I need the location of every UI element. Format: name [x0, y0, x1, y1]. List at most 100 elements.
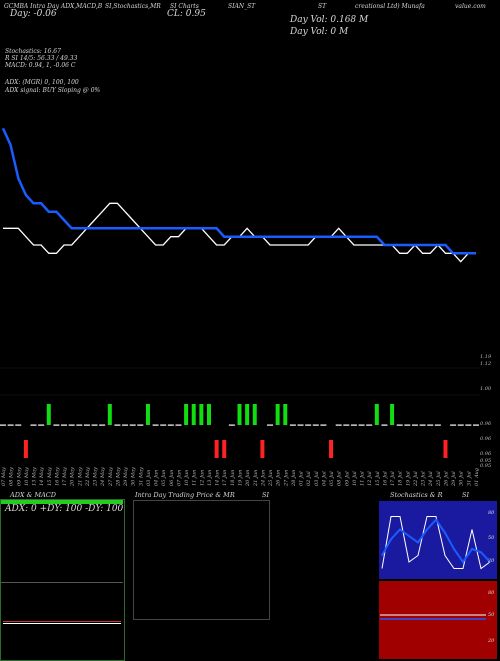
header-top-left: GCMBA Intra Day ADX,MACD,B [4, 3, 103, 10]
volume-bar [473, 424, 479, 426]
volume-bar [167, 424, 174, 426]
x-axis-label: 25 Jul [436, 471, 442, 487]
y-axis-label: 1.19 [480, 354, 492, 360]
volume-bar [267, 424, 274, 426]
adx-top-bar [1, 500, 123, 504]
volume-bar [465, 424, 472, 426]
volume-bar [7, 424, 14, 426]
stoch-d-line [381, 518, 491, 564]
volume-bar [320, 424, 327, 426]
rsi-readout: R SI 14/5: 56.33 / 49.33 [5, 55, 78, 62]
volume-bar [275, 404, 280, 425]
stoch-si-label: SI [462, 491, 470, 499]
x-axis-label: 29 Jul [451, 471, 457, 487]
volume-bar [91, 424, 98, 426]
volume-bar [222, 440, 227, 458]
volume-bar [260, 440, 265, 458]
x-axis-label: 09 Jul [344, 471, 350, 486]
day-close: CL: 0.95 [167, 9, 206, 19]
volume-bar [404, 424, 411, 426]
adx-readout: ADX: (MGR) 0, 100, 100 [5, 79, 79, 86]
x-axis-label: 18 Jun [230, 470, 236, 486]
stoch-panel-title: Stochastics & R [390, 491, 443, 499]
volume-bar [214, 440, 219, 458]
volume-bar [237, 404, 242, 425]
adx-signal-readout: ADX signal: BUY Sloping @ 0% [5, 87, 101, 94]
header-top-right: creationsl Ltd) Munafa [355, 3, 425, 10]
adx-values: ADX: 0 +DY: 100 -DY: 100 [5, 504, 124, 514]
x-axis-label: 11 Jul [360, 471, 366, 486]
volume-bar [252, 404, 257, 425]
volume-bar [419, 424, 426, 426]
volume-bar [283, 404, 288, 425]
x-axis-label: 11 Jun [192, 470, 198, 486]
x-axis-label: 19 Jun [238, 470, 244, 486]
x-axis-label: 16 Jul [383, 471, 389, 486]
x-axis-label: 17 Jun [222, 470, 228, 486]
x-axis-label: 25 Jun [268, 470, 274, 487]
x-axis-label: 15 Jul [375, 471, 381, 486]
volume-bar [390, 404, 395, 425]
x-axis-label: 04 Jul [321, 471, 327, 486]
x-axis-label: 31 Jul [466, 471, 472, 486]
volume-bar [427, 424, 434, 426]
x-axis-label: 03 Jul [314, 471, 320, 486]
volume-bar [329, 440, 334, 458]
x-axis-label: 22 Jul [413, 471, 419, 487]
x-axis-label: 20 May [70, 467, 76, 487]
x-axis-label: 28 Jun [291, 470, 297, 487]
x-axis-label: 12 Jul [367, 471, 373, 486]
intraday-si-label: SI [262, 491, 270, 499]
volume-bar [312, 424, 319, 426]
adx-panel: ADX: 0 +DY: 100 -DY: 100 [0, 499, 125, 661]
x-axis-label: 28 May [115, 467, 121, 487]
price-chart-area [1, 127, 476, 263]
volume-bar [99, 424, 106, 426]
x-axis-label: 30 May [131, 467, 137, 486]
volume-bar [46, 404, 51, 425]
y-axis-label: 0.96 [480, 421, 492, 427]
volume-bar [137, 424, 144, 426]
header-top-mid1: SI,Stochastics,MR [105, 3, 161, 10]
x-axis-label: 02 Jul [306, 471, 312, 486]
x-axis-label: 15 May [47, 467, 53, 486]
x-axis-label: 22 May [85, 467, 91, 487]
x-axis-label: 14 Jun [215, 470, 221, 486]
x-axis-label: 14 May [39, 467, 45, 486]
volume-bar [457, 424, 464, 426]
x-axis-label: 24 Jun [260, 470, 266, 487]
x-axis-label: 08 May [9, 467, 15, 486]
volume-bar [434, 424, 441, 426]
y-axis-label: 1.12 [480, 361, 491, 367]
volume-bar [83, 424, 90, 426]
day-change: Day: -0.06 [10, 9, 57, 19]
macd-readout: MACD: 0.94, 1, -0.06 C [5, 62, 76, 69]
x-axis-label: 18 Jul [398, 471, 404, 486]
x-axis-label: 07 May [1, 467, 7, 486]
x-axis-label: 23 May [93, 467, 99, 487]
stoch-panel-bg [379, 501, 497, 579]
volume-bar [305, 424, 312, 426]
volume-bar [245, 404, 250, 425]
x-axis-label: 16 May [54, 467, 60, 486]
x-axis-label: 21 May [77, 467, 83, 487]
x-axis-label: 06 Jun [169, 470, 175, 486]
x-axis-label: 03 Jun [146, 470, 152, 486]
stoch-k-line [381, 516, 491, 570]
x-axis-label: 08 Jul [337, 471, 343, 486]
x-axis-label: 17 May [62, 467, 68, 486]
y-axis-label: 1.00 [480, 386, 492, 392]
volume-bar [145, 404, 150, 425]
volume-bar [396, 424, 403, 426]
x-axis-labels: 07 May 08 May 09 May 10 May 13 May 14 May 15 M… [1, 467, 480, 487]
header-top-mid2: SI Charts [170, 3, 199, 10]
header-site: value.com [455, 3, 486, 10]
x-axis-label: 27 May [108, 467, 114, 487]
rsi-panel-bg [379, 581, 497, 659]
volume-bar [206, 404, 211, 425]
x-axis-label: 09 May [16, 467, 22, 486]
x-axis-label: 23 Jul [421, 471, 427, 487]
volume-bar [228, 424, 235, 426]
volume-bar [15, 424, 22, 426]
